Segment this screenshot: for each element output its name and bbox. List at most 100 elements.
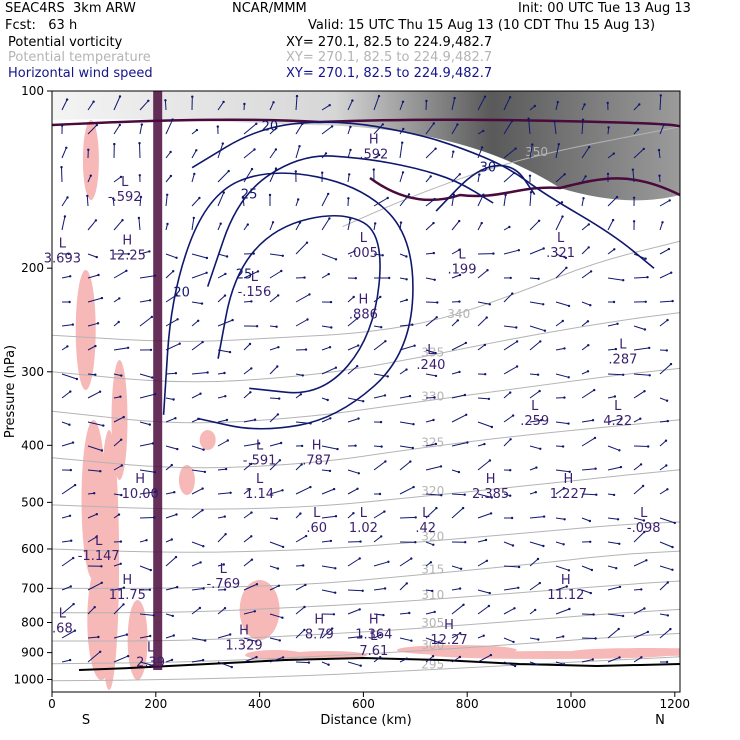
wind-vector [659, 272, 672, 279]
wind-vector-head [201, 509, 204, 512]
wind-vector [399, 516, 416, 519]
wind-vector-head [461, 506, 465, 510]
wind-vector [399, 421, 414, 425]
theta-contour [52, 550, 680, 589]
wind-vector [477, 493, 492, 498]
wind-vector [529, 144, 533, 159]
wind-vector-head [515, 326, 518, 329]
wind-vector-head [640, 656, 643, 659]
wind-vector-head [63, 215, 67, 218]
wind-vector-head [120, 464, 124, 467]
extremum-value: 11.75 [109, 588, 146, 603]
wind-vector [191, 150, 197, 159]
wind-vector-head [405, 657, 408, 660]
wind-vector [347, 608, 360, 615]
extremum-value: 1.14 [245, 487, 274, 502]
wind-vector-head [666, 581, 669, 584]
wind-vector-head [89, 174, 93, 177]
wind-vector [321, 253, 337, 260]
wind-vector [165, 294, 177, 303]
wind-vector-head [458, 370, 461, 374]
extremum-value: .005 [349, 246, 378, 261]
wind-vector-head [401, 171, 405, 174]
wind-vector-head [361, 589, 364, 592]
wind-vector [217, 319, 233, 327]
high-marker: H [564, 472, 574, 487]
extremum-value: 12.27 [430, 633, 467, 648]
wind-vector-head [68, 514, 72, 517]
wind-vector-head [408, 611, 411, 615]
wind-vector [373, 340, 386, 351]
wind-vector-head [432, 122, 435, 125]
wind-vector-head [401, 100, 405, 104]
wind-vector-head [250, 167, 254, 171]
wind-vector [295, 222, 301, 231]
wind-vector [295, 606, 305, 615]
wind-vector [607, 586, 621, 591]
wind-vector [555, 636, 564, 639]
wind-vector [633, 148, 645, 159]
wind-vector [451, 469, 460, 473]
wind-vector-head [431, 589, 434, 593]
wind-vector-head [432, 418, 435, 422]
pv-blob [111, 360, 128, 480]
wind-vector-head [644, 257, 647, 260]
wind-vector-head [433, 278, 436, 281]
wind-vector-head [517, 249, 520, 252]
field-label-pv: Potential vorticity [8, 35, 123, 50]
wind-vector-head [334, 591, 337, 594]
wind-vector-head [65, 98, 69, 101]
wind-vector-head [276, 413, 280, 416]
low-marker: L [220, 562, 228, 577]
wind-vector-head [331, 627, 334, 630]
wind-vector-head [439, 465, 443, 468]
wind-vector [477, 222, 483, 231]
wind-vector [659, 300, 673, 303]
wind-vector-head [669, 627, 672, 631]
wind-vector [373, 325, 382, 328]
wind-vector-head [201, 340, 204, 344]
wind-vector-head [642, 147, 645, 151]
wind-vector [165, 464, 173, 471]
wind-vector-head [377, 94, 381, 98]
wind-vector-head [452, 150, 455, 153]
wind-vector [269, 270, 282, 279]
wind-vector-head [567, 304, 571, 308]
wind-vector-head [529, 191, 533, 194]
wind-vector [607, 348, 616, 351]
wind-vector-head [513, 171, 516, 175]
wind-vector [295, 565, 304, 567]
wind-vector-head [224, 395, 227, 398]
wind-vector-head [433, 197, 436, 201]
wind-vector [191, 197, 200, 207]
theta-contour [52, 632, 680, 665]
low-marker: L [59, 607, 67, 622]
wind-vector [165, 445, 178, 450]
wind-vector [269, 149, 277, 159]
wind-vector [581, 613, 594, 615]
wind-vector [451, 632, 461, 639]
wind-vector-head [276, 365, 279, 368]
extremum-value: .259 [520, 414, 549, 429]
wind-vector-head [534, 608, 537, 612]
wind-vector-head [591, 419, 595, 422]
high-marker: H [561, 573, 571, 588]
wind-vector [217, 468, 227, 471]
wind-vector-head [458, 173, 461, 176]
wind-vector [503, 366, 518, 375]
wind-vector-head [360, 635, 363, 638]
y-tick-label: 1000 [13, 673, 44, 687]
wind-vector [295, 629, 305, 639]
wind-vector-head [480, 146, 484, 149]
wind-vector [529, 445, 541, 450]
wind-vector-head [429, 175, 432, 178]
wind-vector [139, 196, 142, 207]
wind-vector-head [639, 463, 643, 466]
high-marker: H [444, 618, 454, 633]
wind-vector [607, 628, 620, 639]
wind-vector [87, 253, 97, 258]
extremum-value: .60 [306, 521, 327, 536]
wind-vector [373, 656, 381, 663]
wind-vector-head [618, 542, 621, 545]
